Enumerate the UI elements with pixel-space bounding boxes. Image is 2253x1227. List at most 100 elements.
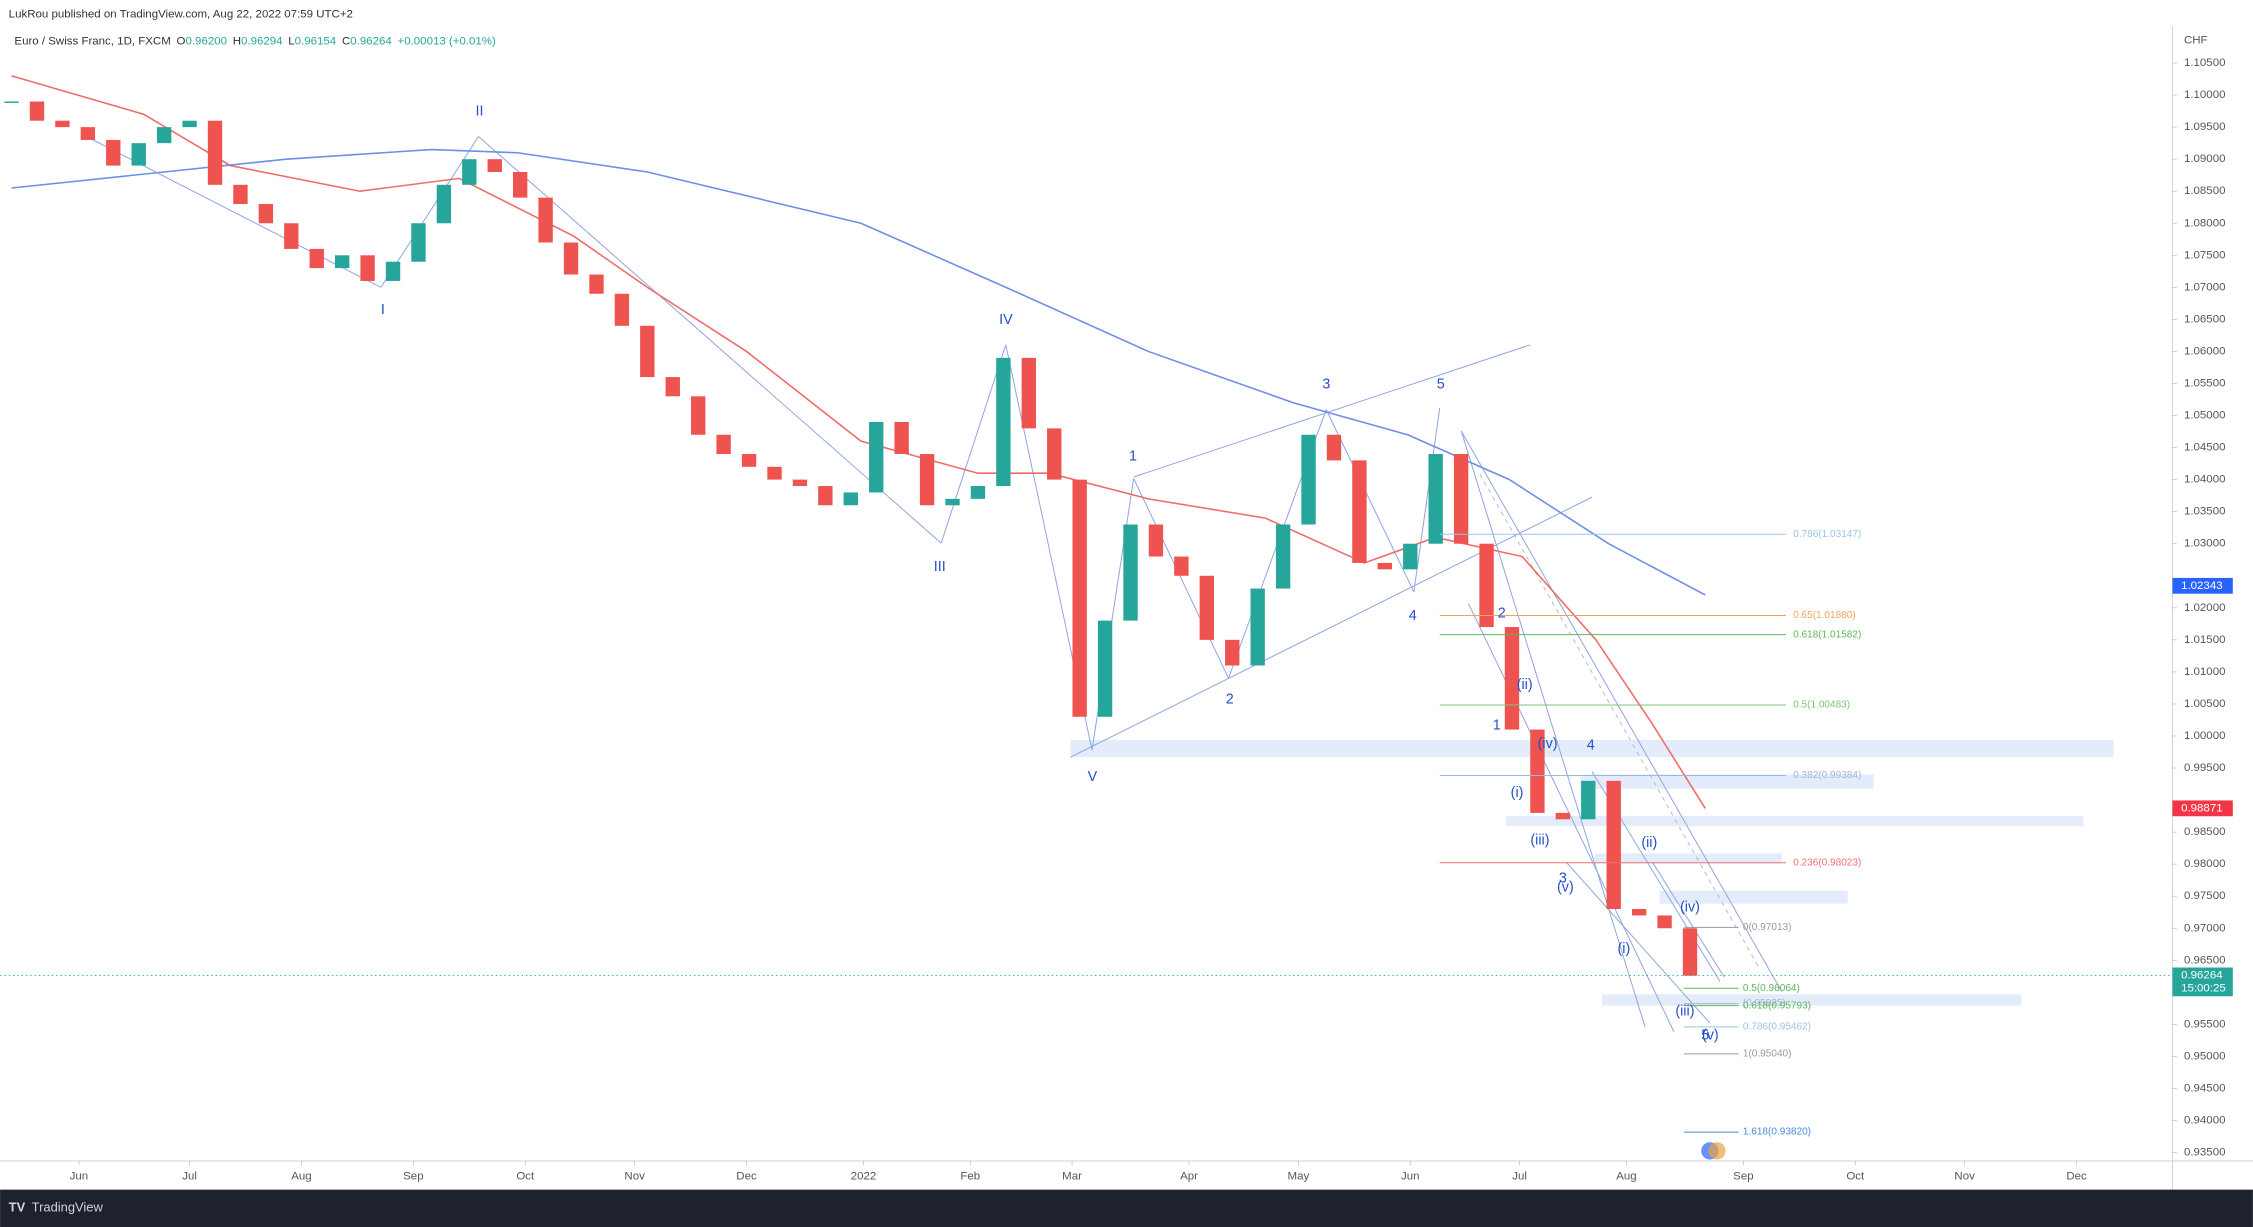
fib-label: 0.618(1.01582) xyxy=(1793,629,1861,640)
candle xyxy=(716,434,731,454)
legend-item: +0.00013 (+0.01%) xyxy=(398,36,497,48)
candle xyxy=(1097,620,1113,717)
fib-label: 0.236(0.98023) xyxy=(1793,857,1861,868)
candle xyxy=(665,377,680,397)
x-tick-label: Apr xyxy=(1180,1171,1198,1183)
fib-label: 0.786(1.03147) xyxy=(1793,529,1861,540)
candle xyxy=(131,143,146,166)
fib-label: (0.95825) xyxy=(1743,998,1786,1009)
candle xyxy=(792,479,808,487)
y-tick-label: 0.94000 xyxy=(2184,1115,2226,1127)
legend-item: 0.96154 xyxy=(295,36,337,48)
x-tick-label: Sep xyxy=(403,1171,423,1183)
wave-label: 1 xyxy=(1493,718,1501,734)
wave-label: 2 xyxy=(1226,691,1234,707)
legend-item: Euro / Swiss Franc, 1D, FXCM xyxy=(14,36,170,48)
wave-label: (iii) xyxy=(1530,832,1549,848)
y-tick-label: 1.05000 xyxy=(2184,410,2226,422)
zone xyxy=(1659,890,1848,904)
candle xyxy=(843,492,858,506)
zone xyxy=(1505,816,2084,827)
price-tag-label: 0.98871 xyxy=(2181,802,2223,814)
candle xyxy=(640,325,655,378)
candle xyxy=(1225,639,1240,666)
wave-label: 4 xyxy=(1409,608,1417,624)
x-tick-label: Jun xyxy=(70,1171,89,1183)
fib-label: 0.382(0.99384) xyxy=(1793,770,1861,781)
candle xyxy=(411,223,426,262)
x-tick-label: Dec xyxy=(2066,1171,2087,1183)
candle xyxy=(818,486,833,506)
candle xyxy=(767,466,782,480)
fib-label: 0.5(1.00483) xyxy=(1793,700,1850,711)
candle xyxy=(691,396,706,435)
candle xyxy=(360,255,375,281)
x-tick-label: Nov xyxy=(624,1171,645,1183)
candle xyxy=(1377,562,1393,570)
candle xyxy=(1047,428,1062,480)
fib-label: 0(0.97013) xyxy=(1743,922,1792,933)
y-tick-label: 0.98000 xyxy=(2184,858,2226,870)
trendline xyxy=(1133,478,1229,679)
candle xyxy=(309,248,324,269)
x-tick-label: Oct xyxy=(1846,1171,1865,1183)
x-tick-label: Aug xyxy=(291,1171,311,1183)
y-tick-label: 1.03500 xyxy=(2184,506,2226,518)
moving-average xyxy=(11,148,1706,596)
price-tag-label: 1.02343 xyxy=(2181,580,2223,592)
x-tick-label: Aug xyxy=(1616,1171,1636,1183)
trendline xyxy=(1070,496,1593,758)
wave-label: (ii) xyxy=(1517,677,1533,693)
candle xyxy=(1174,556,1189,576)
y-tick-label: 0.94500 xyxy=(2184,1083,2226,1095)
y-tick-label: 1.04000 xyxy=(2184,474,2226,486)
y-tick-label: 1.01000 xyxy=(2184,666,2226,678)
y-tick-label: 0.93500 xyxy=(2184,1147,2226,1159)
candle xyxy=(1072,479,1087,717)
zone xyxy=(1594,853,1782,864)
y-tick-label: 1.01500 xyxy=(2184,634,2226,646)
y-tick-label: 1.10500 xyxy=(2184,57,2226,69)
candle xyxy=(563,242,579,275)
candle xyxy=(1504,627,1520,730)
x-tick-label: Sep xyxy=(1733,1171,1753,1183)
publisher: LukRou published on TradingView.com, Aug… xyxy=(9,8,353,20)
y-tick-label: 0.99500 xyxy=(2184,762,2226,774)
zones xyxy=(1070,739,2114,1006)
y-tick-label: 1.08000 xyxy=(2184,217,2226,229)
y-tick-label: 0.98500 xyxy=(2184,826,2226,838)
candle xyxy=(970,486,986,499)
y-tick-label: 1.09500 xyxy=(2184,121,2226,133)
trendline xyxy=(1467,603,1675,1032)
wave-label: 1 xyxy=(1129,448,1137,464)
candle xyxy=(513,171,528,198)
x-tick-label: Nov xyxy=(1954,1171,1975,1183)
candle xyxy=(1631,909,1647,916)
candle xyxy=(80,127,96,140)
candle xyxy=(1606,780,1621,910)
legend-item: L xyxy=(288,36,294,48)
x-tick-label: Mar xyxy=(1062,1171,1082,1183)
fib-label: 0.5(0.96064) xyxy=(1743,983,1800,994)
y-tick-label: 0.95500 xyxy=(2184,1018,2226,1030)
symbol-legend: Euro / Swiss Franc, 1D, FXCM O0.96200 H0.9… xyxy=(14,36,496,48)
x-tick-label: Dec xyxy=(736,1171,757,1183)
fib-label: 0.65(1.01880) xyxy=(1793,610,1856,621)
candle xyxy=(1199,575,1214,640)
candle xyxy=(1657,915,1672,929)
price-tag-label: 0.96264 xyxy=(2181,969,2223,981)
candle xyxy=(182,120,197,128)
legend-item: H xyxy=(233,36,241,48)
trendline xyxy=(1479,473,1761,971)
y-tick-label: 1.07500 xyxy=(2184,249,2226,261)
wave-label: (iii) xyxy=(1675,1003,1694,1019)
candle xyxy=(1403,543,1418,570)
candle xyxy=(1428,453,1443,544)
wave-label: 5 xyxy=(1437,377,1445,393)
candle xyxy=(1301,434,1316,525)
candle xyxy=(1326,434,1342,461)
y-tick-label: 1.04500 xyxy=(2184,442,2226,454)
y-tick-label: 0.97000 xyxy=(2184,922,2226,934)
wave-label: 2 xyxy=(1498,605,1506,621)
